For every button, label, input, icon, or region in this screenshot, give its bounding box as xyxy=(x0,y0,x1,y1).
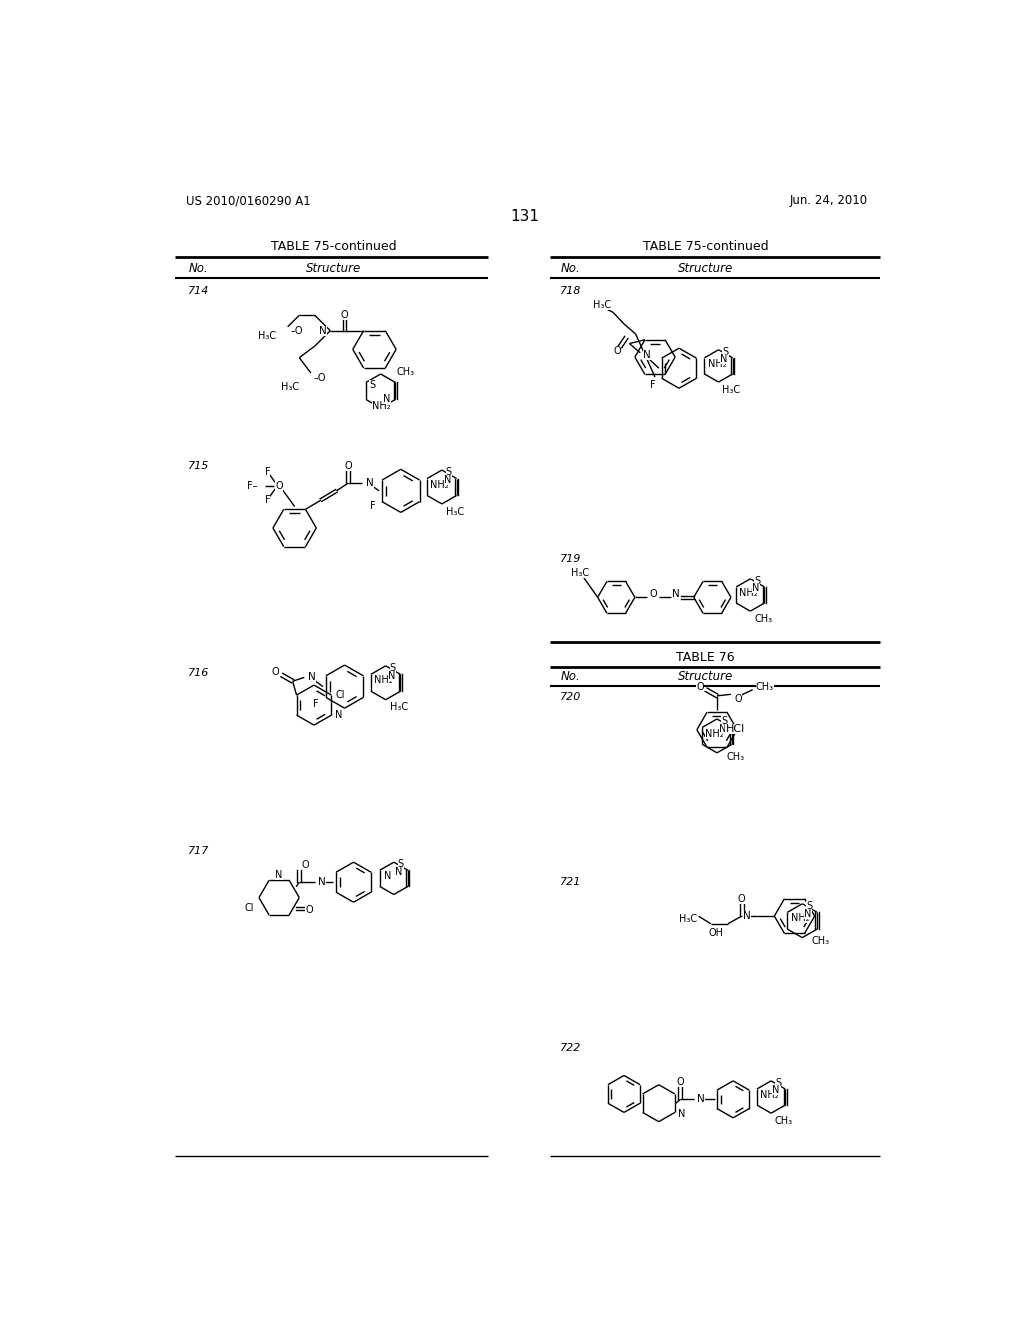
Text: 720: 720 xyxy=(560,693,582,702)
Text: O: O xyxy=(613,346,621,356)
Text: –O: –O xyxy=(291,326,303,337)
Text: N: N xyxy=(319,326,328,335)
Text: Structure: Structure xyxy=(678,261,733,275)
Text: N: N xyxy=(395,867,402,876)
Text: 719: 719 xyxy=(560,554,582,564)
Text: NH₂: NH₂ xyxy=(372,400,391,411)
Text: O: O xyxy=(696,681,703,692)
Text: S: S xyxy=(806,902,812,911)
Text: F: F xyxy=(264,467,270,477)
Text: OH: OH xyxy=(709,928,724,939)
Text: N: N xyxy=(678,1109,685,1119)
Text: H₃C: H₃C xyxy=(282,381,300,392)
Text: 716: 716 xyxy=(188,668,210,677)
Text: CH₃: CH₃ xyxy=(756,681,774,692)
Text: NH₂: NH₂ xyxy=(791,913,809,924)
Text: S: S xyxy=(445,467,452,478)
Text: S: S xyxy=(721,717,727,726)
Text: 721: 721 xyxy=(560,878,582,887)
Text: 722: 722 xyxy=(560,1043,582,1053)
Text: HCl: HCl xyxy=(725,723,744,734)
Text: NH₂: NH₂ xyxy=(374,676,392,685)
Text: No.: No. xyxy=(560,671,581,684)
Text: N: N xyxy=(317,878,326,887)
Text: S: S xyxy=(722,347,728,356)
Text: O: O xyxy=(344,461,352,471)
Text: TABLE 75-continued: TABLE 75-continued xyxy=(270,240,396,253)
Text: F: F xyxy=(371,502,376,511)
Text: CH₃: CH₃ xyxy=(755,614,772,624)
Text: O: O xyxy=(302,861,309,870)
Text: N: N xyxy=(772,1085,779,1096)
Text: H₃C: H₃C xyxy=(722,384,740,395)
Text: 714: 714 xyxy=(188,286,210,296)
Text: 717: 717 xyxy=(188,846,210,857)
Text: N: N xyxy=(308,672,316,682)
Text: F: F xyxy=(650,380,655,391)
Text: –O: –O xyxy=(314,372,327,383)
Text: O: O xyxy=(649,589,657,599)
Text: O: O xyxy=(738,894,745,904)
Text: NH₂: NH₂ xyxy=(430,479,449,490)
Text: S: S xyxy=(369,380,375,389)
Text: N: N xyxy=(275,870,283,879)
Text: S: S xyxy=(755,576,761,586)
Text: H₃C: H₃C xyxy=(679,915,697,924)
Text: Cl: Cl xyxy=(335,690,345,700)
Text: N: N xyxy=(388,671,395,681)
Text: 718: 718 xyxy=(560,286,582,296)
Text: H₃C: H₃C xyxy=(445,507,464,516)
Text: Jun. 24, 2010: Jun. 24, 2010 xyxy=(790,194,868,207)
Text: S: S xyxy=(775,1078,781,1088)
Text: CH₃: CH₃ xyxy=(396,367,415,378)
Text: O: O xyxy=(340,310,348,321)
Text: H₃C: H₃C xyxy=(593,300,611,310)
Text: S: S xyxy=(397,859,403,870)
Text: Cl: Cl xyxy=(244,903,254,913)
Text: S: S xyxy=(389,663,395,673)
Text: Structure: Structure xyxy=(678,671,733,684)
Text: N: N xyxy=(672,589,680,599)
Text: NH₂: NH₂ xyxy=(708,359,726,370)
Text: F: F xyxy=(264,495,270,504)
Text: N: N xyxy=(366,478,374,488)
Text: No.: No. xyxy=(188,261,208,275)
Text: O: O xyxy=(275,480,283,491)
Text: CH₃: CH₃ xyxy=(726,751,744,762)
Text: US 2010/0160290 A1: US 2010/0160290 A1 xyxy=(186,194,311,207)
Text: N: N xyxy=(719,723,726,734)
Text: TABLE 76: TABLE 76 xyxy=(676,651,734,664)
Text: H₃C: H₃C xyxy=(258,331,276,341)
Text: N: N xyxy=(720,354,727,364)
Text: N: N xyxy=(643,350,651,360)
Text: N: N xyxy=(335,710,342,721)
Text: F: F xyxy=(313,698,319,709)
Text: N: N xyxy=(743,911,751,921)
Text: CH₃: CH₃ xyxy=(775,1115,793,1126)
Text: F–: F– xyxy=(247,480,257,491)
Text: NH₂: NH₂ xyxy=(706,729,724,739)
Text: NH₂: NH₂ xyxy=(739,589,758,598)
Text: O: O xyxy=(734,694,741,704)
Text: N: N xyxy=(752,583,759,594)
Text: O: O xyxy=(677,1077,684,1088)
Text: CH₃: CH₃ xyxy=(812,936,829,946)
Text: 715: 715 xyxy=(188,462,210,471)
Text: O: O xyxy=(305,906,313,915)
Text: No.: No. xyxy=(560,261,581,275)
Text: Structure: Structure xyxy=(306,261,361,275)
Text: NH₂: NH₂ xyxy=(760,1090,778,1100)
Text: N: N xyxy=(384,871,391,882)
Text: O: O xyxy=(271,667,280,677)
Text: H₃C: H₃C xyxy=(571,568,590,578)
Text: TABLE 75-continued: TABLE 75-continued xyxy=(643,240,768,253)
Text: N: N xyxy=(697,1094,706,1105)
Text: N: N xyxy=(443,475,452,484)
Text: H₃C: H₃C xyxy=(389,702,408,713)
Text: N: N xyxy=(383,395,391,404)
Text: N: N xyxy=(804,908,812,919)
Text: 131: 131 xyxy=(510,209,540,223)
